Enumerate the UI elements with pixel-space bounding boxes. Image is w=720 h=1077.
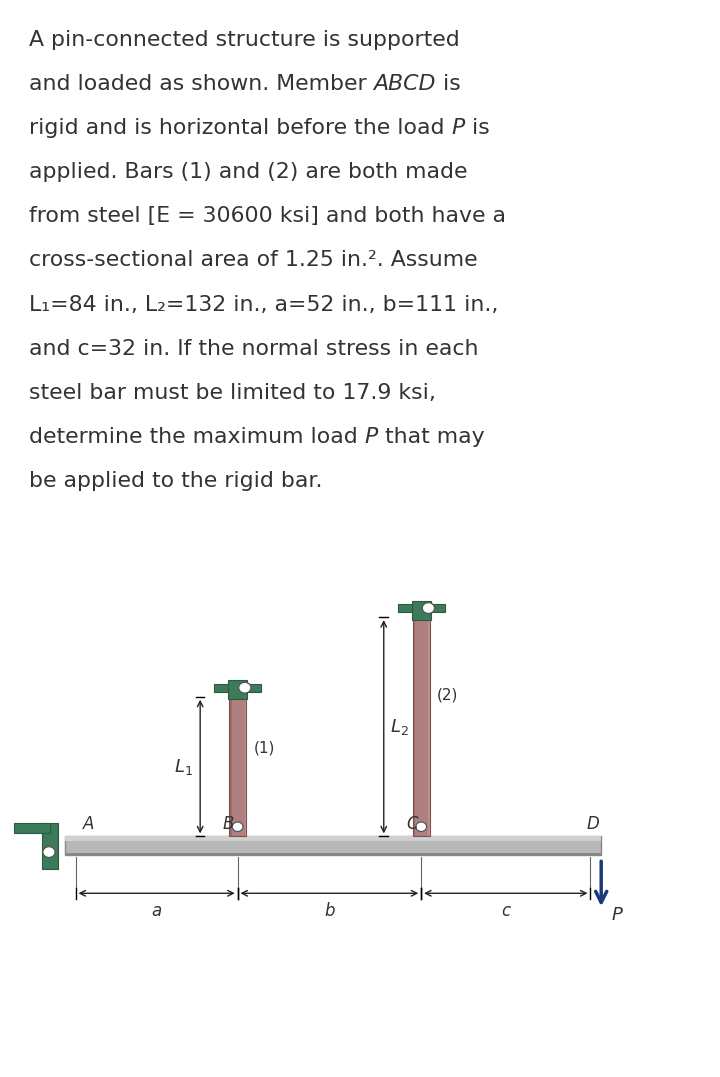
Text: is: is	[436, 73, 461, 94]
Text: C: C	[406, 815, 418, 834]
Text: be applied to the rigid bar.: be applied to the rigid bar.	[29, 472, 323, 491]
Text: (1): (1)	[253, 740, 275, 755]
Bar	[245, 697, 246, 836]
Bar	[215, 684, 261, 691]
Circle shape	[238, 683, 251, 694]
Text: A: A	[83, 815, 94, 834]
Text: from steel [E = 30600 ksi] and both have a: from steel [E = 30600 ksi] and both have…	[29, 207, 505, 226]
Bar	[397, 604, 444, 612]
Bar	[413, 617, 415, 836]
Bar	[412, 601, 431, 619]
Text: A pin-connected structure is supported: A pin-connected structure is supported	[29, 30, 459, 50]
Bar	[229, 697, 246, 836]
Bar	[42, 823, 58, 868]
Text: cross-sectional area of 1.25 in.². Assume: cross-sectional area of 1.25 in.². Assum…	[29, 251, 477, 270]
Bar	[65, 836, 601, 841]
Text: determine the maximum load: determine the maximum load	[29, 428, 364, 447]
Text: $L_1$: $L_1$	[174, 756, 193, 777]
Text: $L_2$: $L_2$	[390, 717, 408, 737]
Text: b: b	[324, 903, 335, 920]
Text: a: a	[151, 903, 162, 920]
Text: is: is	[464, 118, 490, 138]
Circle shape	[422, 603, 435, 614]
Circle shape	[43, 847, 55, 857]
Text: B: B	[222, 815, 234, 834]
Text: steel bar must be limited to 17.9 ksi,: steel bar must be limited to 17.9 ksi,	[29, 383, 436, 403]
Text: D: D	[587, 815, 600, 834]
Text: that may: that may	[378, 428, 485, 447]
Bar	[14, 823, 50, 834]
Text: and c=32 in. If the normal stress in each: and c=32 in. If the normal stress in eac…	[29, 338, 478, 359]
Bar	[65, 836, 601, 855]
Bar	[228, 681, 247, 699]
Text: rigid and is horizontal before the load: rigid and is horizontal before the load	[29, 118, 451, 138]
Text: L₁=84 in., L₂=132 in., a=52 in., b=111 in.,: L₁=84 in., L₂=132 in., a=52 in., b=111 i…	[29, 295, 498, 314]
Bar	[229, 697, 232, 836]
Text: c: c	[501, 903, 510, 920]
Circle shape	[416, 822, 426, 831]
Bar	[65, 853, 601, 855]
Text: P: P	[451, 118, 464, 138]
Bar	[428, 617, 430, 836]
Text: and loaded as shown. Member: and loaded as shown. Member	[29, 73, 374, 94]
Circle shape	[232, 822, 243, 831]
Text: (2): (2)	[437, 687, 459, 702]
Bar	[413, 617, 430, 836]
Text: $P$: $P$	[611, 906, 624, 924]
Text: P: P	[364, 428, 378, 447]
Text: ABCD: ABCD	[374, 73, 436, 94]
Text: applied. Bars (1) and (2) are both made: applied. Bars (1) and (2) are both made	[29, 163, 467, 182]
